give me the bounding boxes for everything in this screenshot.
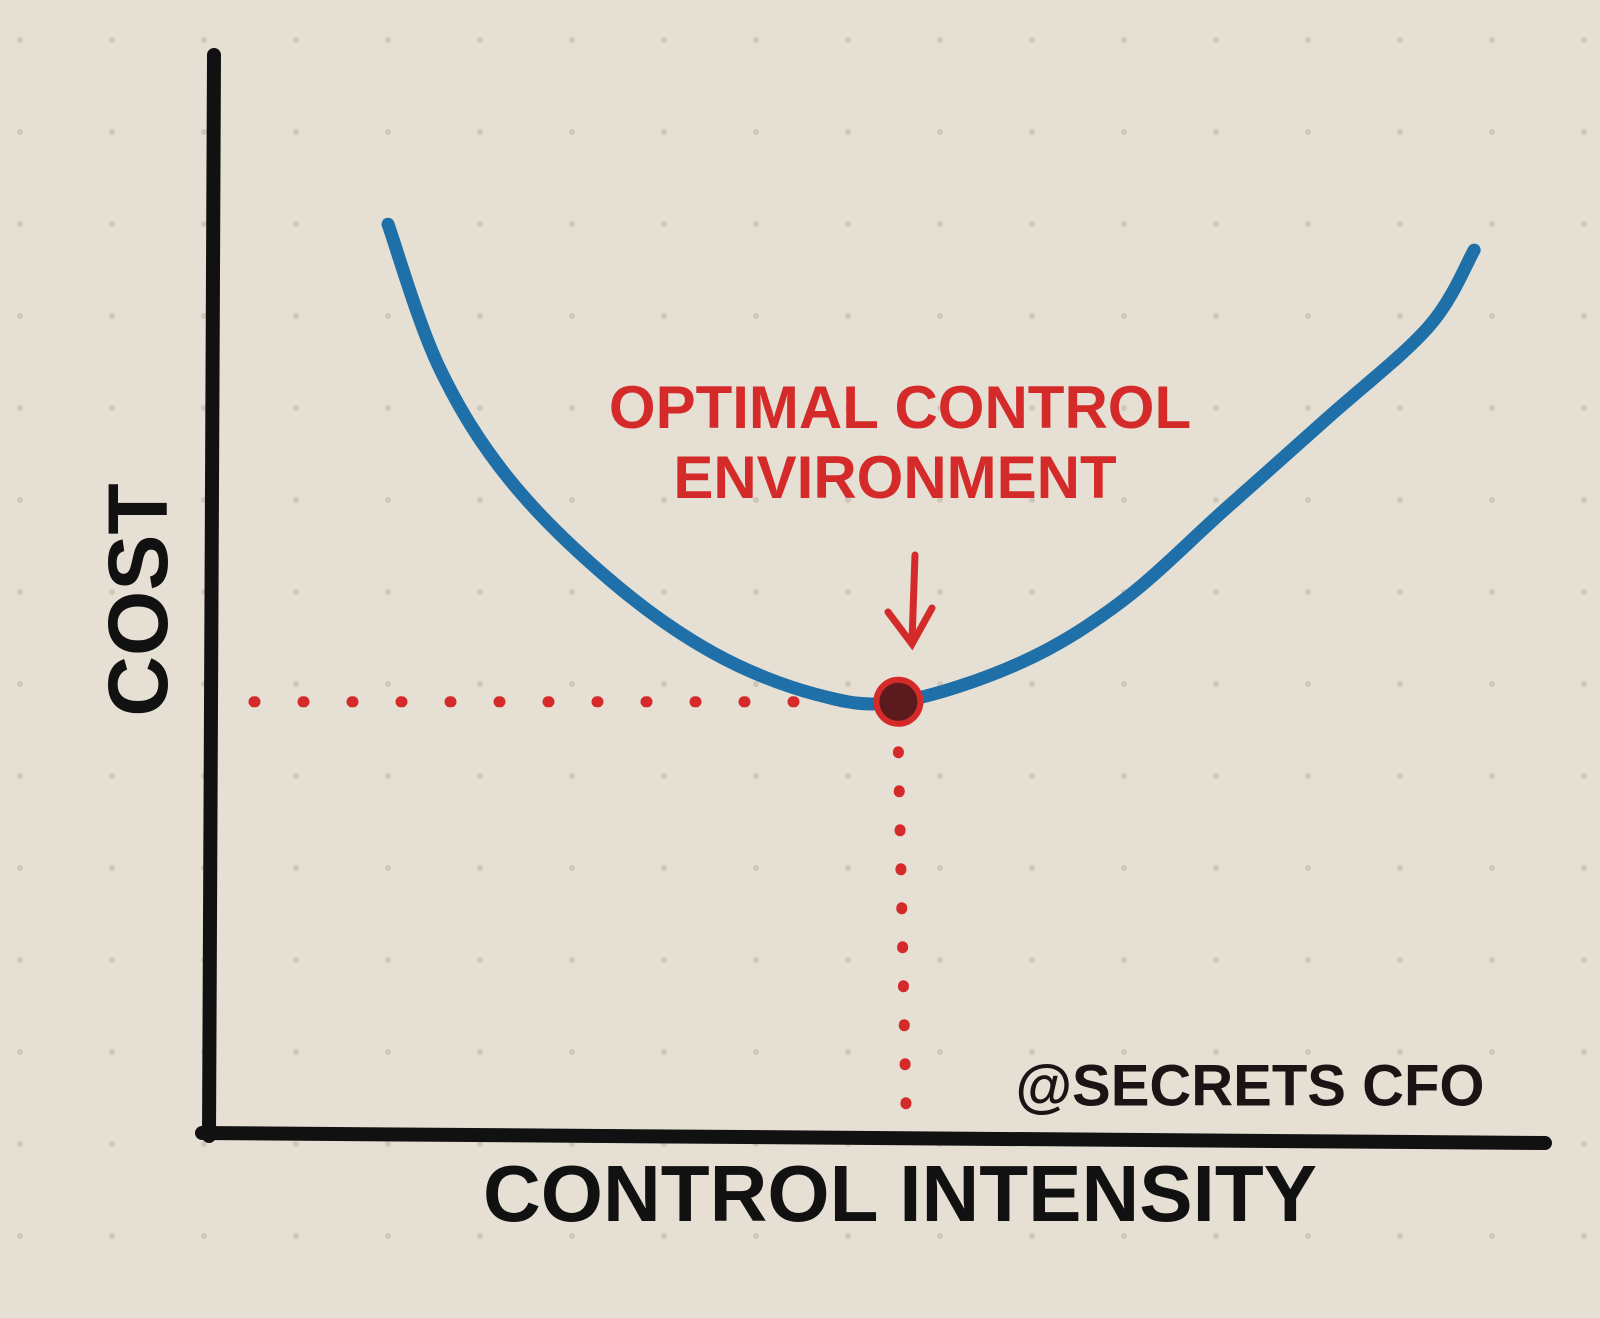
y-axis-label: COST — [91, 483, 185, 716]
credit: @SECRETS CFO — [1015, 1053, 1484, 1118]
x-axis — [195, 1126, 1552, 1150]
annotation-arrow — [884, 551, 936, 651]
y-axis — [202, 48, 221, 1143]
optimum-point — [873, 676, 924, 727]
plot-area — [248, 217, 1481, 1129]
x-axis-label: CONTROL INTENSITY — [483, 1149, 1317, 1238]
annotation-line: ENVIRONMENT — [673, 444, 1116, 511]
guide-vertical — [892, 746, 912, 1129]
annotation-line: OPTIMAL CONTROL — [609, 374, 1191, 441]
